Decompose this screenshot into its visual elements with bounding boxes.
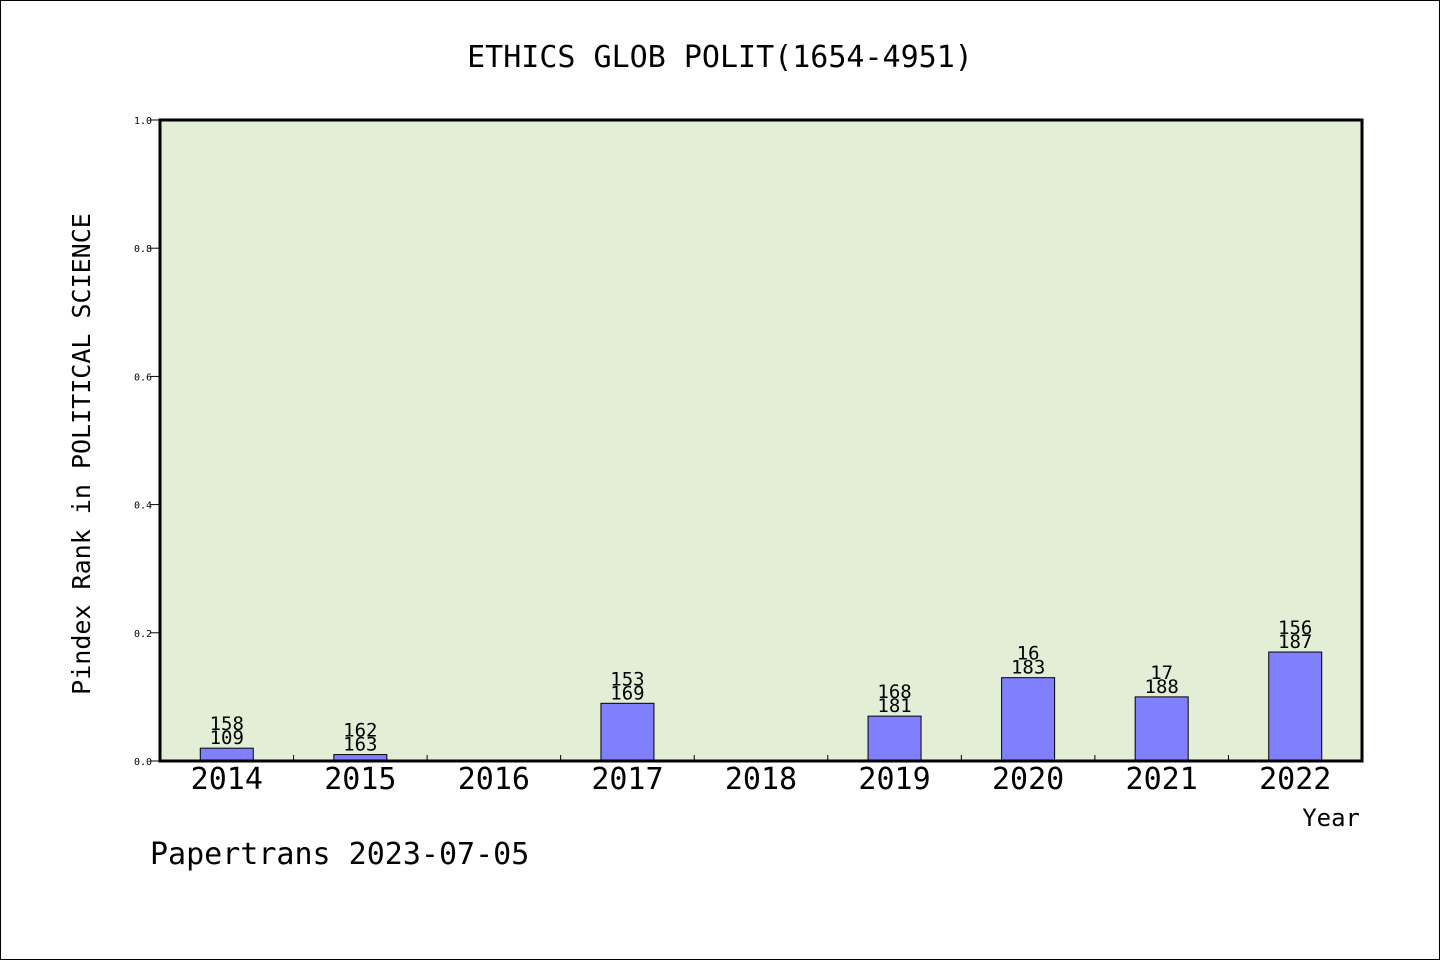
- x-tick-label: 2021: [1126, 762, 1198, 797]
- bar-2014: [199, 747, 254, 762]
- y-axis-label: Pindex Rank in POLITICAL SCIENCE: [67, 213, 96, 695]
- data-label-bottom: 163: [343, 734, 377, 756]
- plot-border: [158, 118, 1364, 763]
- x-tick-label: 2014: [191, 762, 263, 797]
- x-tick-label: 2017: [591, 762, 663, 797]
- y-tick-label: 0.6: [134, 372, 152, 383]
- y-tick-label: 1.0: [134, 116, 152, 127]
- data-label-bottom: 187: [1278, 631, 1312, 653]
- axes-layer: 0.0 0.2 0.4 0.6 0.8 1.0: [134, 116, 1229, 768]
- bars-layer: [199, 651, 1323, 762]
- bar-2021: [1134, 696, 1189, 762]
- x-tick-label: 2016: [458, 762, 530, 797]
- x-tick-label: 2015: [324, 762, 396, 797]
- y-tick-label: 0.4: [134, 501, 152, 512]
- x-tick-label: 2019: [858, 762, 930, 797]
- data-label-bottom: 169: [610, 682, 644, 704]
- data-label-top: 16: [1017, 643, 1040, 665]
- data-label-top: 17: [1150, 662, 1173, 684]
- y-tick-label: 0.8: [134, 244, 152, 255]
- data-label-bottom: 183: [1011, 657, 1045, 679]
- x-tick-label: 2022: [1259, 762, 1331, 797]
- data-label-top: 162: [343, 720, 377, 742]
- chart-title: ETHICS GLOB POLIT(1654-4951): [467, 40, 973, 75]
- data-label-bottom: 109: [210, 727, 244, 749]
- data-label-bottom: 181: [877, 695, 911, 717]
- bar-2017: [600, 702, 655, 762]
- bar-2022: [1268, 651, 1323, 762]
- data-label-top: 153: [610, 668, 644, 690]
- bar-2020: [1001, 677, 1056, 762]
- data-label-top: 156: [1278, 617, 1312, 639]
- data-label-top: 158: [210, 713, 244, 735]
- bar-2019: [867, 715, 922, 762]
- y-tick-label: 0.0: [134, 757, 152, 768]
- x-axis-label: Year: [1302, 804, 1360, 832]
- data-label-bottom: 188: [1145, 676, 1179, 698]
- x-tick-label: 2018: [725, 762, 797, 797]
- plot-area: [160, 120, 1362, 761]
- x-tick-label: 2020: [992, 762, 1064, 797]
- data-label-top: 168: [877, 681, 911, 703]
- footer-credit: Papertrans 2023-07-05: [150, 837, 529, 872]
- y-tick-label: 0.2: [134, 629, 152, 640]
